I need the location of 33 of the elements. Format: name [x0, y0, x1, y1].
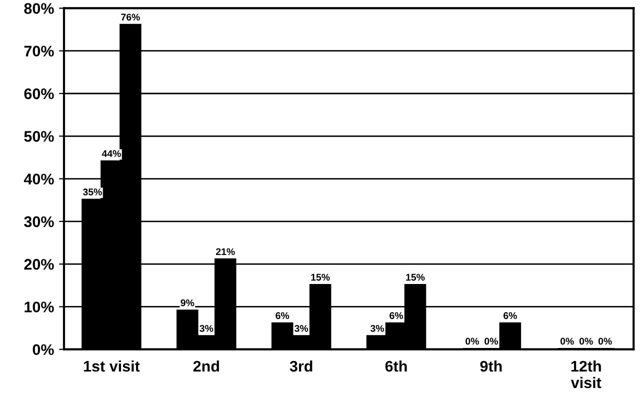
- y-tick-label: 10%: [24, 302, 54, 312]
- data-label: 0%: [579, 338, 593, 345]
- data-label: 44%: [102, 150, 121, 158]
- data-label: 21%: [216, 248, 235, 256]
- data-label: 15%: [406, 274, 425, 281]
- y-tick-label: 0%: [32, 344, 54, 356]
- x-tick-label: 12th visit: [570, 360, 602, 388]
- data-label: 15%: [311, 274, 330, 281]
- data-label: 3%: [200, 324, 214, 332]
- y-tick-label: 70%: [24, 46, 54, 57]
- data-label: 0%: [484, 338, 498, 345]
- data-label: 0%: [560, 338, 574, 345]
- data-label: 0%: [598, 338, 612, 345]
- y-tick-label: 50%: [24, 131, 54, 142]
- y-tick-label: 60%: [24, 88, 54, 100]
- y-tick-label: 20%: [24, 258, 54, 270]
- x-tick-label: 6th: [385, 360, 407, 372]
- data-label: 3%: [370, 324, 384, 332]
- data-label: 76%: [121, 14, 140, 21]
- data-label: 9%: [180, 299, 194, 306]
- data-label: 6%: [390, 312, 404, 320]
- y-tick-label: 30%: [24, 216, 54, 228]
- y-tick-label: 80%: [24, 3, 54, 14]
- data-label: 0%: [466, 338, 479, 345]
- x-tick-label: 9th: [480, 360, 502, 372]
- y-tick-label: 40%: [24, 174, 54, 184]
- data-label: 3%: [294, 324, 308, 332]
- x-tick-label: 1st visit: [84, 360, 140, 372]
- x-tick-label: 2nd: [193, 360, 219, 372]
- data-label: 6%: [276, 312, 290, 320]
- x-tick-label: 3rd: [290, 360, 312, 372]
- data-label: 35%: [82, 188, 102, 196]
- data-label: 6%: [504, 312, 517, 320]
